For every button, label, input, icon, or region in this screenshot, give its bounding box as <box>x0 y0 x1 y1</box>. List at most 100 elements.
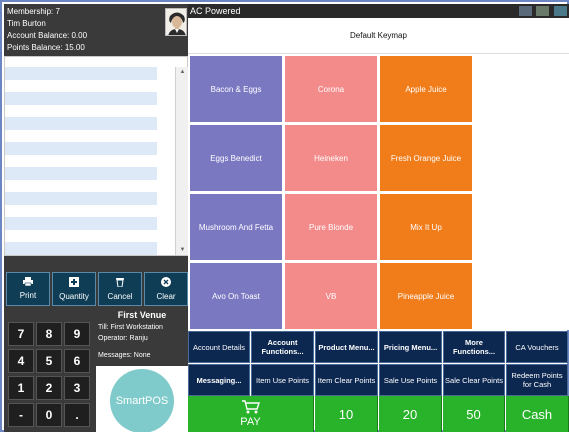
list-row[interactable] <box>5 230 157 243</box>
product-key-pure-blonde[interactable]: Pure Blonde <box>285 194 377 260</box>
key-minus[interactable]: - <box>8 403 34 427</box>
smartpos-logo: SmartPOS <box>110 369 174 432</box>
product-keymap: Bacon & Eggs Corona Apple Juice Eggs Ben… <box>188 54 569 330</box>
key-9[interactable]: 9 <box>64 322 90 346</box>
list-row[interactable] <box>5 130 157 143</box>
cash-10-button[interactable]: 10 <box>315 396 378 432</box>
product-key-bacon-eggs[interactable]: Bacon & Eggs <box>190 56 282 122</box>
product-key-apple-juice[interactable]: Apple Juice <box>380 56 472 122</box>
key-3[interactable]: 3 <box>64 376 90 400</box>
key-7[interactable]: 7 <box>8 322 34 346</box>
numeric-keypad: 7 8 9 4 5 6 1 2 3 - 0 . <box>6 322 94 430</box>
print-button[interactable]: Print <box>6 272 50 306</box>
account-balance: Account Balance: 0.00 <box>7 31 88 40</box>
key-decimal[interactable]: . <box>64 403 90 427</box>
till-label: Till: First Workstation <box>98 324 163 331</box>
membership-label: Membership: 7 <box>7 7 60 16</box>
close-icon[interactable] <box>554 6 567 16</box>
window-controls <box>517 6 567 16</box>
cancel-button[interactable]: Cancel <box>98 272 142 306</box>
clear-button[interactable]: Clear <box>144 272 188 306</box>
pay-button[interactable]: PAY <box>188 396 314 432</box>
list-row[interactable] <box>5 117 157 130</box>
member-info-panel: Membership: 7 Tim Burton Account Balance… <box>4 4 188 56</box>
transaction-list[interactable]: ▲ ▼ <box>4 56 189 256</box>
product-key-avo-on-toast[interactable]: Avo On Toast <box>190 263 282 329</box>
maximize-icon[interactable] <box>536 6 550 16</box>
venue-info: First Venue Till: First Workstation Oper… <box>96 308 188 366</box>
quantity-button[interactable]: Quantity <box>52 272 96 306</box>
list-row[interactable] <box>5 92 157 105</box>
product-key-fresh-orange-juice[interactable]: Fresh Orange Juice <box>380 125 472 191</box>
list-row[interactable] <box>5 242 157 255</box>
list-row[interactable] <box>5 167 157 180</box>
key-0[interactable]: 0 <box>36 403 62 427</box>
smartpos-logo-panel: SmartPOS <box>96 366 188 432</box>
key-4[interactable]: 4 <box>8 349 34 373</box>
product-key-eggs-benedict[interactable]: Eggs Benedict <box>190 125 282 191</box>
key-5[interactable]: 5 <box>36 349 62 373</box>
title-bar-text: AC Powered <box>190 6 241 16</box>
messaging-button[interactable]: Messaging... <box>188 364 250 396</box>
item-clear-points-button[interactable]: Item Clear Points <box>315 364 378 396</box>
product-key-mix-it-up[interactable]: Mix It Up <box>380 194 472 260</box>
product-key-mushroom-fetta[interactable]: Mushroom And Fetta <box>190 194 282 260</box>
list-row[interactable] <box>5 217 157 230</box>
account-functions-button[interactable]: Account Functions... <box>251 331 314 363</box>
list-row[interactable] <box>5 205 157 218</box>
more-functions-button[interactable]: More Functions... <box>443 331 505 363</box>
messages-label: Messages: None <box>98 352 151 359</box>
list-row[interactable] <box>5 192 157 205</box>
list-scrollbar[interactable]: ▲ ▼ <box>175 67 189 255</box>
transaction-rows <box>5 67 157 255</box>
item-use-points-button[interactable]: Item Use Points <box>251 364 314 396</box>
cash-20-button[interactable]: 20 <box>379 396 442 432</box>
printer-icon <box>7 277 49 288</box>
account-details-button[interactable]: Account Details <box>188 331 250 363</box>
points-balance: Points Balance: 15.00 <box>7 43 85 52</box>
product-key-heineken[interactable]: Heineken <box>285 125 377 191</box>
member-avatar[interactable] <box>165 8 187 36</box>
cash-50-button[interactable]: 50 <box>443 396 505 432</box>
key-6[interactable]: 6 <box>64 349 90 373</box>
minimize-icon[interactable] <box>518 6 532 16</box>
product-key-pineapple-juice[interactable]: Pineapple Juice <box>380 263 472 329</box>
sale-use-points-button[interactable]: Sale Use Points <box>379 364 442 396</box>
ca-vouchers-button[interactable]: CA Vouchers <box>506 331 568 363</box>
shopping-cart-icon <box>241 400 260 416</box>
scroll-down-icon[interactable]: ▼ <box>179 247 186 253</box>
pricing-menu-button[interactable]: Pricing Menu... <box>379 331 442 363</box>
cash-button[interactable]: Cash <box>506 396 569 432</box>
sale-clear-points-button[interactable]: Sale Clear Points <box>443 364 505 396</box>
member-name: Tim Burton <box>7 19 46 28</box>
key-2[interactable]: 2 <box>36 376 62 400</box>
list-row[interactable] <box>5 155 157 168</box>
title-bar: AC Powered <box>188 4 569 18</box>
print-label: Print <box>19 291 37 300</box>
product-key-corona[interactable]: Corona <box>285 56 377 122</box>
cancel-label: Cancel <box>107 292 133 301</box>
payment-bar: PAY 10 20 50 Cash <box>188 396 569 432</box>
redeem-points-cash-button[interactable]: Redeem Points for Cash <box>506 364 568 396</box>
person-photo-icon <box>166 9 186 35</box>
trash-icon <box>99 277 141 289</box>
list-row[interactable] <box>5 180 157 193</box>
list-row[interactable] <box>5 67 157 80</box>
list-row[interactable] <box>5 105 157 118</box>
pay-label: PAY <box>240 416 261 428</box>
scroll-up-icon[interactable]: ▲ <box>179 69 186 75</box>
plus-icon <box>53 277 95 289</box>
product-menu-button[interactable]: Product Menu... <box>315 331 378 363</box>
operator-label: Operator: Ranju <box>98 335 148 342</box>
key-1[interactable]: 1 <box>8 376 34 400</box>
quantity-label: Quantity <box>59 292 89 301</box>
clear-label: Clear <box>156 292 176 301</box>
product-key-vb[interactable]: VB <box>285 263 377 329</box>
venue-title: First Venue <box>117 310 167 320</box>
key-8[interactable]: 8 <box>36 322 62 346</box>
keymap-title: Default Keymap <box>188 18 569 54</box>
list-row[interactable] <box>5 142 157 155</box>
list-row[interactable] <box>5 80 157 93</box>
left-panel: Membership: 7 Tim Burton Account Balance… <box>4 4 189 432</box>
